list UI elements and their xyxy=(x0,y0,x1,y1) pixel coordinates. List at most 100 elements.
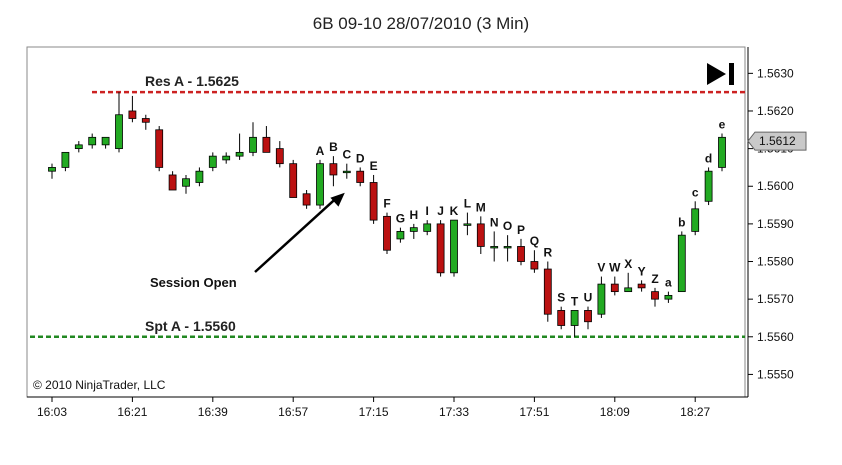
candle[interactable] xyxy=(664,291,673,303)
candle-body xyxy=(48,167,56,172)
candle-body xyxy=(557,310,566,326)
candle-body xyxy=(275,148,284,165)
candle[interactable] xyxy=(530,250,539,273)
candle[interactable] xyxy=(490,231,499,262)
candle[interactable] xyxy=(208,152,217,172)
y-tick-label: 1.5590 xyxy=(757,217,794,231)
candle[interactable] xyxy=(651,287,659,307)
candle[interactable] xyxy=(356,167,365,187)
bar-label: P xyxy=(517,223,525,237)
candle[interactable] xyxy=(570,310,579,337)
bar-label: V xyxy=(597,261,605,275)
candle[interactable] xyxy=(436,220,445,277)
candle-body xyxy=(543,268,552,315)
bar-label: d xyxy=(705,151,712,165)
candle-body xyxy=(530,261,539,270)
bar-label: X xyxy=(624,257,632,271)
candle[interactable] xyxy=(289,159,298,198)
x-tick-label: 16:57 xyxy=(278,405,308,419)
candle[interactable] xyxy=(141,114,150,130)
candle[interactable] xyxy=(624,272,633,293)
candle[interactable] xyxy=(677,231,686,293)
candle-body xyxy=(128,110,137,119)
y-tick-label: 1.5630 xyxy=(757,66,794,80)
candle[interactable] xyxy=(275,141,284,168)
candle[interactable] xyxy=(637,280,646,292)
candle-body xyxy=(450,219,458,274)
candle[interactable] xyxy=(383,212,391,254)
candle[interactable] xyxy=(610,276,619,296)
x-tick-label: 16:21 xyxy=(117,405,147,419)
candle[interactable] xyxy=(74,141,83,153)
candle-body xyxy=(718,136,726,168)
candle-body xyxy=(664,294,673,300)
candle-body xyxy=(356,170,365,183)
candle[interactable] xyxy=(517,238,525,266)
candle[interactable] xyxy=(503,235,512,262)
candle[interactable] xyxy=(329,156,338,187)
bar-label: b xyxy=(678,215,685,229)
candle[interactable] xyxy=(584,306,592,330)
candle[interactable] xyxy=(222,152,231,164)
candle[interactable] xyxy=(718,133,726,172)
candle[interactable] xyxy=(195,167,204,187)
candle-body xyxy=(597,283,606,315)
candle-body xyxy=(74,144,83,150)
candle[interactable] xyxy=(88,133,97,149)
candle-body xyxy=(61,151,70,168)
bar-label: R xyxy=(543,246,552,260)
bar-label: Y xyxy=(638,264,646,278)
candle[interactable] xyxy=(691,201,700,236)
candle-body xyxy=(222,155,231,161)
candle[interactable] xyxy=(476,216,485,254)
bar-label: Q xyxy=(530,234,539,248)
bar-label: M xyxy=(476,200,486,214)
candle[interactable] xyxy=(262,126,271,153)
candle[interactable] xyxy=(423,220,432,236)
candle[interactable] xyxy=(115,92,123,153)
candle[interactable] xyxy=(182,174,190,194)
candle-body xyxy=(409,227,418,232)
skip-to-end-icon[interactable] xyxy=(707,63,734,85)
candle[interactable] xyxy=(302,190,311,209)
candle[interactable] xyxy=(128,95,137,123)
candle[interactable] xyxy=(369,174,378,224)
bar-label: S xyxy=(557,291,565,305)
candle[interactable] xyxy=(342,163,351,179)
candle[interactable] xyxy=(704,167,713,206)
candle[interactable] xyxy=(48,163,56,179)
candle-body xyxy=(490,246,499,249)
annotation-arrow xyxy=(254,196,338,273)
candle[interactable] xyxy=(409,223,418,239)
candle[interactable] xyxy=(450,219,458,277)
candle-body xyxy=(610,283,619,293)
candle-body xyxy=(436,223,445,274)
candle[interactable] xyxy=(316,159,324,209)
candle-body xyxy=(316,163,324,206)
candle[interactable] xyxy=(463,212,472,236)
candle-body xyxy=(396,231,405,240)
candle-body xyxy=(651,291,659,300)
bar-label: O xyxy=(503,219,512,233)
bar-label: c xyxy=(692,185,699,199)
candle[interactable] xyxy=(597,276,606,318)
candle[interactable] xyxy=(249,122,257,157)
bar-label: J xyxy=(437,204,444,218)
candle[interactable] xyxy=(155,126,164,172)
candle[interactable] xyxy=(235,133,244,160)
level-label: Spt A - 1.5560 xyxy=(145,318,236,334)
candle-body xyxy=(289,163,298,198)
x-tick-label: 17:15 xyxy=(359,405,389,419)
copyright-label: © 2010 NinjaTrader, LLC xyxy=(33,378,166,392)
candle[interactable] xyxy=(543,261,552,322)
candle-body xyxy=(503,246,512,249)
candle[interactable] xyxy=(61,151,70,172)
candle[interactable] xyxy=(168,171,177,191)
candle[interactable] xyxy=(396,227,405,243)
candle[interactable] xyxy=(101,136,110,149)
candle-body xyxy=(182,178,190,187)
candle[interactable] xyxy=(557,306,566,330)
candle-body xyxy=(168,174,177,191)
y-tick-label: 1.5570 xyxy=(757,292,794,306)
